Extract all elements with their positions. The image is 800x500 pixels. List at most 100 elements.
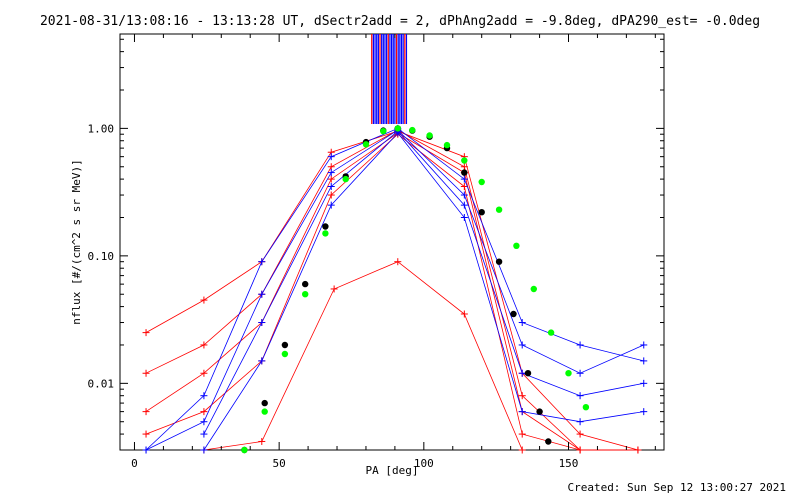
fit-point [281,341,289,349]
created-timestamp: Created: Sun Sep 12 13:00:27 2021 [567,481,786,494]
fit-point [443,141,451,149]
series-point [327,183,335,191]
series-layer [142,124,648,454]
series-point [258,437,266,445]
fit-point [409,126,416,134]
series-point [460,191,468,199]
fit-point [510,310,517,318]
fit-point [565,370,572,377]
series-point [460,201,468,209]
series-point [576,341,584,349]
fit-point [495,206,503,213]
series-point [200,296,208,304]
fit-point [241,446,248,454]
series-line [203,261,523,451]
series-point [258,319,266,327]
top-bars [371,34,408,124]
series-point [460,310,468,318]
x-axis-title: PA [deg] [366,464,419,477]
x-tick-label: 100 [414,457,434,470]
x-tick-label: 50 [273,457,286,470]
series-point [142,329,150,337]
fit-point [582,404,590,411]
y-axis-title: nflux [#/(cm^2 s sr MeV)] [70,159,83,325]
series-point [518,341,526,349]
series-line [145,132,638,451]
y-tick-label: 0.10 [88,250,115,263]
fit-point [461,157,468,164]
series-point [327,201,335,209]
y-axis-ticks: 0.01 0.10 1.00 [88,38,664,451]
series-point [142,369,150,377]
fit-point [322,223,329,230]
series-point [576,392,584,400]
series-line [145,130,639,451]
series-point [518,430,526,438]
series-point [518,369,526,377]
fit-point [261,408,268,415]
x-tick-label: 0 [131,457,138,470]
series-line [203,132,644,451]
series-point [640,379,648,387]
series-point [576,369,584,377]
series-point [258,290,266,298]
series-point [576,430,584,438]
fit-layer [241,125,590,454]
fit-point [342,175,349,183]
y-tick-label: 0.01 [88,377,115,390]
x-tick-label: 150 [559,457,579,470]
series-point [640,408,648,416]
series-point [200,408,208,416]
fit-point [302,280,309,288]
fit-point [478,178,485,186]
series-point [142,408,150,416]
fit-point [478,209,485,216]
series-line [203,130,644,435]
series-point [518,446,526,454]
series-point [518,319,526,327]
series-point [460,175,468,183]
series-point [142,430,150,438]
fit-point [394,125,401,132]
series-point [200,446,208,454]
x-axis-ticks: 0 50 100 150 [131,34,656,470]
series-point [460,183,468,191]
series-point [634,446,642,454]
series-point [200,418,208,426]
series-point [200,341,208,349]
series-point [327,175,335,183]
series-point [576,418,584,426]
series-point [518,408,526,416]
fit-point [524,370,532,377]
fit-point [380,128,387,135]
series-point [327,191,335,199]
fit-point [530,285,537,293]
fit-point [261,399,268,407]
fit-point [547,329,555,336]
plot-title: 2021-08-31/13:08:16 - 13:13:28 UT, dSect… [39,14,761,29]
series-point [460,213,468,221]
series-point [327,153,335,161]
fit-point [513,242,520,249]
series-point [142,446,150,454]
y-tick-label: 1.00 [88,122,115,135]
series-point [200,392,208,400]
fit-point [495,258,503,265]
series-point [518,392,526,400]
series-point [330,285,338,293]
fit-point [426,132,433,139]
series-point [394,258,402,266]
series-line [145,129,638,451]
series-point [640,357,648,365]
series-point [576,446,584,454]
fit-point [302,291,309,298]
fit-point [281,350,289,358]
fit-point [545,438,552,445]
fit-point [322,230,329,237]
fit-point [536,408,543,415]
series-point [200,369,208,377]
fit-point [362,141,370,148]
series-point [327,169,335,177]
fit-point [461,169,468,176]
